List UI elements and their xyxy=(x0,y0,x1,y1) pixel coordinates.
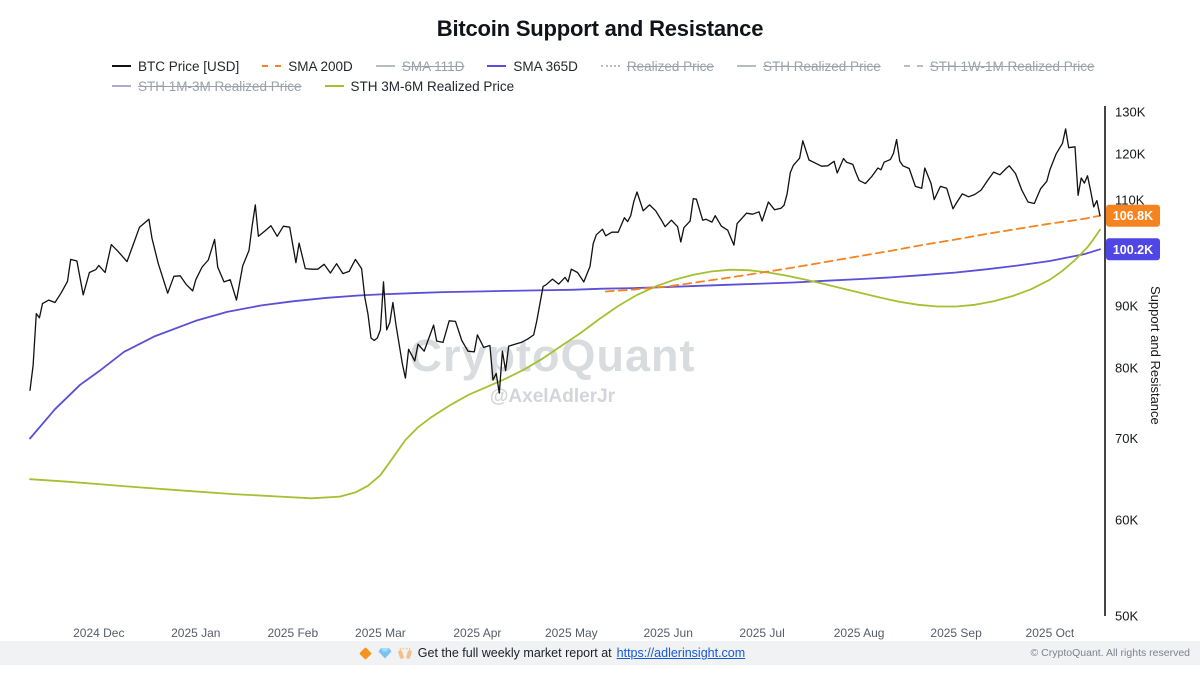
gem-icon xyxy=(378,648,392,659)
y-tick-label: 80K xyxy=(1115,361,1138,376)
legend-marker-icon xyxy=(112,65,131,67)
legend-item-sma-365d[interactable]: SMA 365D xyxy=(487,59,578,74)
legend-label: STH Realized Price xyxy=(762,58,881,74)
legend-label: STH 1M-3M Realized Price xyxy=(138,78,302,94)
legend-marker-icon xyxy=(324,85,344,87)
x-tick-label: 2025 Sep xyxy=(930,626,982,640)
copyright-text: © CryptoQuant. All rights reserved xyxy=(1030,647,1190,659)
legend-marker-icon xyxy=(736,65,756,67)
x-tick-label: 2025 Apr xyxy=(453,626,501,640)
legend-item-sth-3m-6m-realized-price[interactable]: STH 3M-6M Realized Price xyxy=(324,78,515,94)
orange-diamond-icon xyxy=(358,646,372,660)
x-tick-label: 2025 Mar xyxy=(355,626,406,640)
legend-row: STH 1M-3M Realized Price STH 3M-6M Realiz… xyxy=(112,76,1170,96)
last-value-badge xyxy=(1106,238,1160,261)
y-tick-label: 90K xyxy=(1115,298,1138,313)
footer-message: Get the full weekly market report at htt… xyxy=(0,641,1105,665)
footer-bar: Get the full weekly market report at htt… xyxy=(0,641,1200,665)
legend-item-sma-111d[interactable]: SMA 111D xyxy=(375,58,465,74)
y-tick-label: 120K xyxy=(1115,147,1146,162)
y-tick-label: 50K xyxy=(1115,609,1138,624)
legend-item-sma-200d[interactable]: SMA 200D xyxy=(262,59,353,74)
legend-item-sth-realized-price[interactable]: STH Realized Price xyxy=(736,58,881,74)
legend-row: BTC Price [USD] SMA 200D SMA 111D SMA 365D R… xyxy=(112,56,1170,76)
watermark-handle: @AxelAdlerJr xyxy=(489,386,616,407)
legend-label: BTC Price [USD] xyxy=(138,58,240,74)
x-tick-label: 2025 Jul xyxy=(739,626,784,640)
legend-label: SMA 111D xyxy=(401,58,465,74)
y-tick-label: 60K xyxy=(1115,512,1138,527)
legend-marker-icon xyxy=(375,65,395,67)
legend-item-sth-1m-3m-realized-price[interactable]: STH 1M-3M Realized Price xyxy=(112,79,302,94)
last-value-badge-label: 100.2K xyxy=(1113,243,1153,257)
y-tick-label: 100K xyxy=(1115,243,1146,258)
legend: BTC Price [USD] SMA 200D SMA 111D SMA 365D R… xyxy=(112,56,1170,96)
last-value-badge xyxy=(1106,204,1160,227)
legend-marker-icon xyxy=(262,65,282,67)
last-value-badge-label: 106.8K xyxy=(1113,209,1153,223)
report-link[interactable]: https://adlerinsight.com xyxy=(616,646,746,660)
legend-label: SMA 365D xyxy=(513,58,578,74)
legend-marker-icon xyxy=(600,65,620,67)
raised-hands-icon xyxy=(398,647,412,659)
x-tick-label: 2025 Oct xyxy=(1026,626,1075,640)
legend-item-sth-1w-1m-realized-price[interactable]: STH 1W-1M Realized Price xyxy=(903,58,1095,74)
footer-text: Get the full weekly market report at xyxy=(417,646,612,660)
legend-item-realized-price[interactable]: Realized Price xyxy=(600,58,714,74)
x-tick-label: 2025 Jan xyxy=(171,626,220,640)
legend-label: STH 3M-6M Realized Price xyxy=(350,78,515,94)
legend-item-btc-price-usd[interactable]: BTC Price [USD] xyxy=(112,59,239,74)
x-tick-label: 2024 Dec xyxy=(73,626,124,640)
legend-marker-icon xyxy=(903,65,923,67)
watermark-brand: CryptoQuant xyxy=(409,330,696,381)
y-tick-label: 70K xyxy=(1115,431,1138,446)
legend-marker-icon xyxy=(487,65,507,67)
y-tick-label: 130K xyxy=(1115,105,1146,120)
y-axis-title: Support and Resistance xyxy=(1148,286,1163,425)
chart-title: Bitcoin Support and Resistance xyxy=(436,16,764,41)
y-tick-label: 110K xyxy=(1115,193,1145,208)
x-tick-label: 2025 Jun xyxy=(644,626,693,640)
series-sma-200d xyxy=(604,214,1101,293)
x-tick-label: 2025 May xyxy=(545,626,598,640)
legend-marker-icon xyxy=(112,85,131,87)
legend-label: STH 1W-1M Realized Price xyxy=(929,58,1095,74)
x-tick-label: 2025 Feb xyxy=(267,626,318,640)
legend-label: Realized Price xyxy=(626,58,714,74)
x-tick-label: 2025 Aug xyxy=(834,626,885,640)
legend-label: SMA 200D xyxy=(288,58,353,74)
watermark: CryptoQuant @AxelAdlerJr xyxy=(0,330,1105,408)
